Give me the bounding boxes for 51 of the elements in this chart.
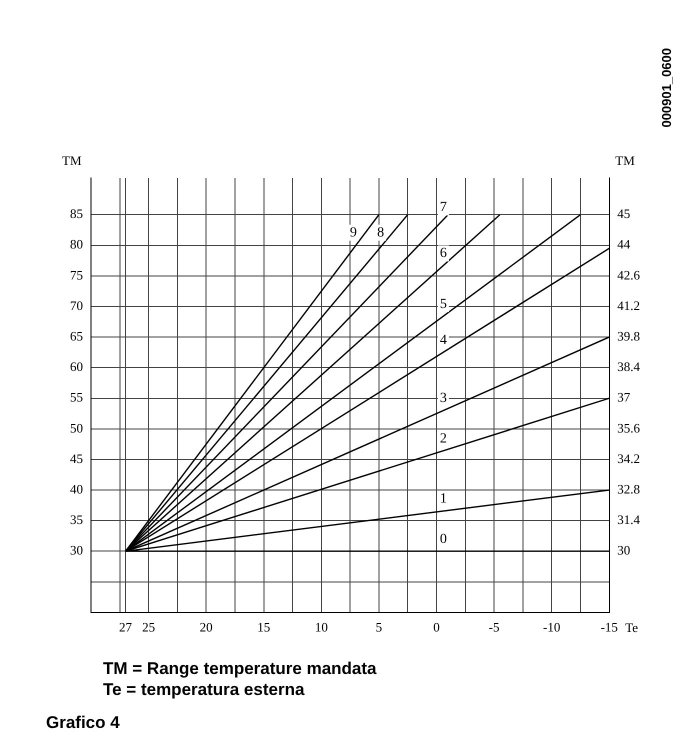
y-tick-label: 80 — [70, 236, 83, 252]
y2-tick-label: 39.8 — [617, 328, 640, 344]
text: Te = temperatura esterna — [103, 679, 306, 700]
y2-tick-label: 38.4 — [617, 359, 640, 374]
series-label: 8 — [377, 225, 384, 240]
y-tick-label: 45 — [70, 450, 83, 466]
series-label: 2 — [440, 431, 447, 446]
x-tick-label: 5 — [376, 620, 382, 635]
y-tick-label: 85 — [70, 206, 83, 222]
y2-tick-label: 37 — [617, 390, 631, 405]
y-tick-label: 50 — [70, 420, 83, 436]
x-tick-label: -15 — [600, 620, 618, 635]
x-tick-label: -10 — [542, 620, 560, 635]
series-label: 3 — [440, 391, 447, 406]
y2-tick-label: 30 — [617, 542, 630, 558]
y2-tick-label: 44 — [617, 236, 631, 252]
y2-tick-label: 31.4 — [617, 512, 640, 528]
x-tick-label: -5 — [488, 620, 500, 635]
x-tick-label: 15 — [257, 620, 270, 635]
y-axis-title: TM — [62, 152, 82, 168]
y-tick-label: 35 — [70, 512, 83, 528]
series-label: 0 — [440, 532, 447, 547]
text: TM = Range temperature mandata — [103, 658, 376, 679]
text: 000901_0600 — [659, 48, 674, 128]
y2-tick-label: 41.2 — [617, 298, 640, 313]
x-tick-label: 0 — [433, 620, 440, 635]
y2-tick-label: 42.6 — [617, 267, 640, 282]
y2-tick-label: 32.8 — [617, 481, 640, 496]
y2-tick-label: 34.2 — [617, 450, 640, 466]
x-axis-title: Te — [625, 620, 638, 635]
y-tick-label: 65 — [70, 328, 83, 344]
x-tick-label: 25 — [142, 620, 156, 635]
series-label: 4 — [440, 332, 447, 348]
x-tick-label: 10 — [314, 620, 328, 635]
y-tick-label: 55 — [70, 390, 83, 405]
y-tick-label: 60 — [70, 359, 83, 374]
y2-tick-label: 45 — [617, 206, 630, 222]
series-label: 5 — [440, 296, 447, 312]
text: Grafico 4 — [46, 713, 120, 733]
series-label: 9 — [350, 225, 357, 240]
series-label: 1 — [440, 492, 447, 507]
series-label: 6 — [440, 246, 447, 262]
y-tick-label: 40 — [70, 481, 83, 496]
x-tick-label: 27 — [119, 620, 133, 635]
y2-axis-title: TM — [615, 152, 636, 168]
series-label: 7 — [440, 200, 447, 216]
y2-tick-label: 35.6 — [617, 420, 640, 436]
y-tick-label: 70 — [70, 298, 83, 313]
y-tick-label: 75 — [70, 267, 83, 282]
y-tick-label: 30 — [70, 542, 83, 558]
x-tick-label: 20 — [200, 620, 213, 635]
